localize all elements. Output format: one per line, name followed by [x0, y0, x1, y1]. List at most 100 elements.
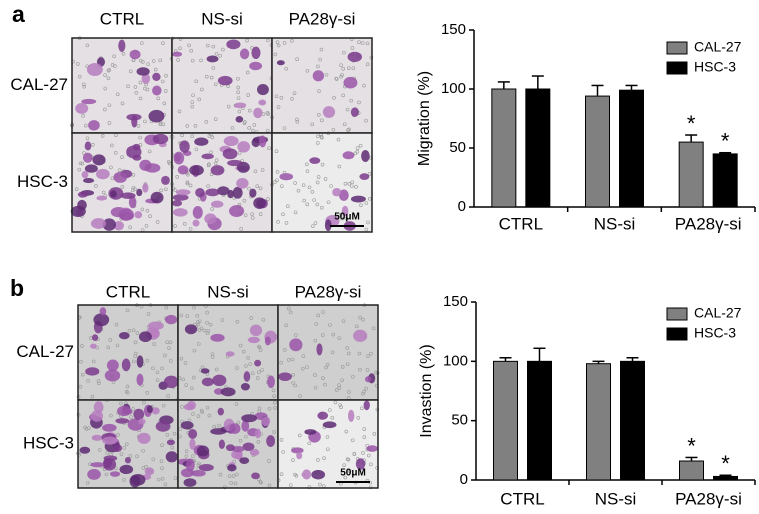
pore: [168, 340, 173, 345]
pore: [106, 76, 111, 81]
pore: [274, 149, 279, 153]
pore: [259, 480, 263, 485]
cell: [79, 446, 91, 454]
column-label: PA28γ-si: [295, 282, 362, 301]
pore: [282, 126, 287, 130]
pore: [325, 362, 330, 367]
pore: [136, 124, 141, 128]
pore: [246, 356, 250, 360]
pore: [164, 73, 168, 78]
bar: [586, 363, 611, 481]
pore: [135, 454, 139, 459]
pore: [133, 354, 137, 358]
pore: [173, 476, 178, 480]
pore: [195, 320, 200, 324]
scale-bar-label: 50μM: [340, 468, 366, 479]
cell: [136, 355, 144, 368]
pore: [196, 414, 201, 418]
bar: [678, 141, 704, 208]
cell: [322, 421, 337, 429]
cell: [201, 153, 214, 160]
pore: [321, 310, 325, 314]
cell: [289, 338, 303, 352]
pore: [231, 474, 236, 478]
cell: [99, 307, 107, 316]
cell: [152, 85, 162, 96]
pore: [341, 67, 346, 71]
pore: [361, 451, 365, 455]
pore: [248, 362, 252, 366]
pore: [103, 86, 108, 91]
cell: [229, 205, 245, 217]
pore: [159, 188, 163, 193]
pore: [346, 457, 351, 462]
row-label: HSC-3: [23, 433, 74, 452]
pore: [347, 66, 351, 71]
pore: [301, 183, 306, 187]
pore: [329, 184, 333, 188]
pore: [364, 118, 368, 123]
pore: [193, 123, 198, 128]
pore: [127, 328, 132, 333]
pore: [310, 122, 315, 127]
pore: [255, 184, 260, 189]
cell: [251, 46, 261, 60]
cell: [136, 67, 150, 76]
pore: [362, 390, 366, 394]
legend-label: CAL-27: [694, 305, 742, 321]
cell: [322, 106, 336, 118]
pore: [357, 351, 362, 356]
cell: [225, 444, 235, 452]
pore: [126, 84, 130, 89]
micrograph: [76, 303, 180, 402]
pore: [183, 361, 188, 365]
pore: [82, 82, 86, 87]
cell: [155, 420, 171, 432]
pore: [344, 429, 349, 434]
pore: [243, 213, 248, 218]
pore: [323, 177, 328, 181]
pore: [103, 73, 107, 77]
cell: [254, 428, 262, 439]
cell: [241, 420, 250, 432]
pore: [85, 43, 90, 48]
y-tick-label: 0: [460, 471, 468, 488]
cell: [91, 434, 103, 441]
micrograph: [277, 303, 380, 401]
pore: [235, 472, 239, 477]
pore: [163, 482, 168, 487]
cell: [148, 109, 165, 123]
cell: [84, 164, 98, 173]
cell: [243, 371, 251, 382]
cell: [86, 63, 103, 76]
pore: [364, 227, 369, 232]
pore: [235, 366, 239, 370]
cell: [90, 343, 97, 349]
pore: [170, 445, 175, 450]
pore: [284, 66, 288, 71]
pore: [184, 383, 188, 387]
pore: [305, 202, 310, 207]
pore: [358, 143, 363, 148]
pore: [365, 368, 370, 372]
bar: [525, 88, 551, 208]
pore: [347, 127, 351, 132]
pore: [220, 318, 225, 322]
pore: [318, 57, 322, 62]
pore: [133, 187, 137, 191]
pore: [192, 305, 196, 310]
cell: [144, 163, 161, 173]
pore: [326, 447, 330, 452]
cell: [343, 76, 358, 89]
pore: [354, 185, 358, 189]
pore: [146, 62, 150, 66]
bar: [619, 89, 644, 208]
pore: [205, 74, 209, 79]
pore: [147, 149, 152, 154]
pore: [131, 328, 136, 333]
pore: [369, 352, 373, 356]
pore: [284, 323, 288, 328]
bar: [491, 88, 517, 208]
cell: [166, 439, 175, 446]
pore: [145, 390, 150, 395]
